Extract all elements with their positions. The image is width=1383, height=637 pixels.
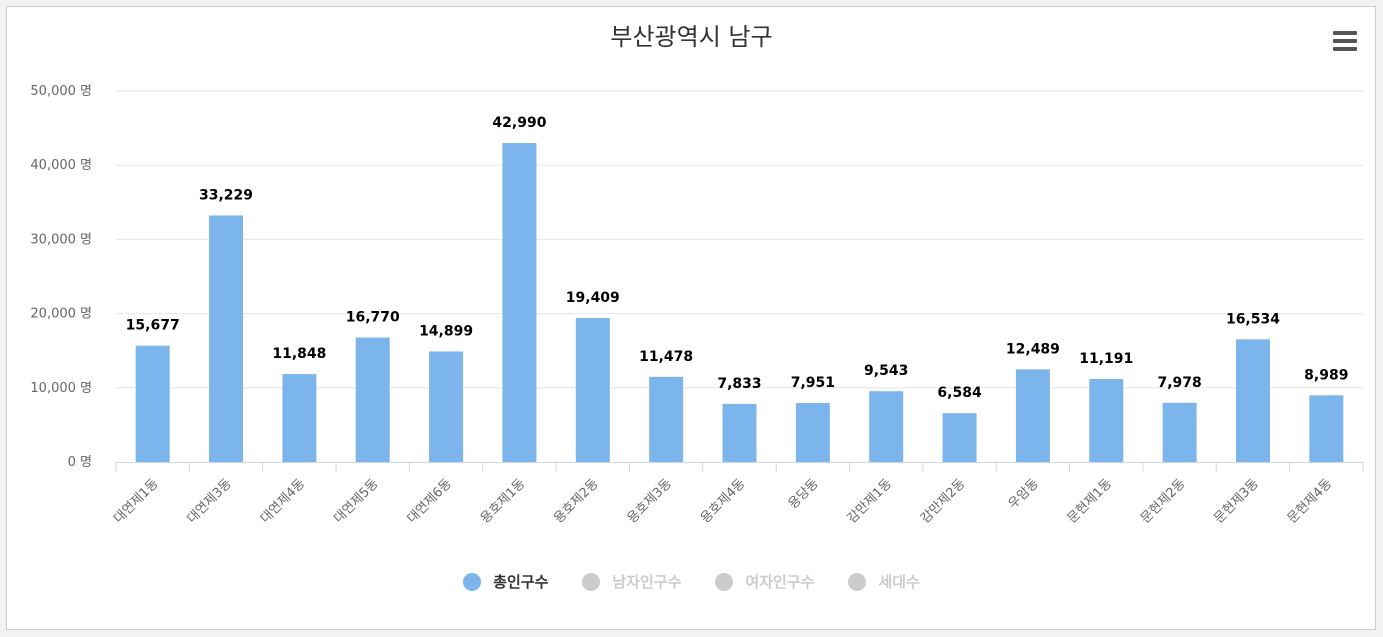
data-label: 12,489: [1006, 341, 1060, 357]
legend-dot-icon: [463, 572, 482, 591]
legend-item[interactable]: 여자인구수: [715, 571, 814, 592]
bar-대연제6동[interactable]: [429, 351, 464, 462]
x-tick-label: 문현제1동: [1065, 476, 1115, 526]
x-tick-label: 용호제1동: [478, 476, 528, 526]
x-tick-label: 대연제4동: [258, 476, 308, 526]
y-tick-label: 50,000 명: [30, 84, 92, 99]
data-label: 7,833: [717, 376, 761, 392]
data-label: 11,848: [272, 346, 326, 362]
data-label: 7,951: [791, 375, 835, 391]
hamburger-menu-icon[interactable]: [1333, 31, 1357, 51]
x-tick-label: 감만제1동: [845, 476, 895, 526]
x-tick-label: 대연제6동: [405, 476, 455, 526]
legend-item[interactable]: 남자인구수: [582, 571, 681, 592]
bar-감만제1동[interactable]: [869, 391, 904, 462]
x-tick-label: 용당동: [786, 476, 822, 512]
legend-item[interactable]: 총인구수: [463, 571, 548, 592]
bar-용호제2동[interactable]: [575, 317, 610, 462]
chart-title: 부산광역시 남구: [610, 23, 773, 51]
y-tick-label: 20,000 명: [30, 307, 92, 322]
data-label: 16,534: [1226, 311, 1280, 327]
data-label: 19,409: [566, 290, 620, 306]
bar-문현제1동[interactable]: [1089, 378, 1124, 462]
x-tick-label: 문현제2동: [1138, 476, 1188, 526]
y-tick-label: 40,000 명: [30, 158, 92, 173]
bar-대연제4동[interactable]: [282, 374, 317, 462]
legend-label: 총인구수: [493, 573, 549, 591]
bar-문현제4동[interactable]: [1309, 395, 1344, 462]
data-label: 8,989: [1304, 367, 1348, 383]
x-tick-label: 용호제3동: [625, 476, 675, 526]
x-tick-label: 우암동: [1006, 476, 1042, 512]
legend-item[interactable]: 세대수: [848, 571, 920, 592]
y-tick-label: 10,000 명: [30, 381, 92, 396]
legend-dot-icon: [848, 572, 867, 591]
legend-dot-icon: [715, 572, 734, 591]
bar-대연제5동[interactable]: [355, 337, 390, 462]
data-label: 33,229: [199, 187, 253, 203]
y-tick-label: 30,000 명: [30, 232, 92, 247]
bar-우암동[interactable]: [1015, 369, 1050, 462]
bar-문현제2동[interactable]: [1162, 402, 1197, 462]
bar-문현제3동[interactable]: [1235, 339, 1270, 462]
x-tick-label: 감만제2동: [918, 476, 968, 526]
data-label: 11,191: [1079, 351, 1133, 367]
data-label: 42,990: [492, 115, 546, 131]
x-tick-label: 문현제3동: [1212, 476, 1262, 526]
bar-용당동[interactable]: [795, 403, 830, 462]
data-label: 7,978: [1157, 375, 1201, 391]
chart-legend: 총인구수 남자인구수 여자인구수 세대수: [0, 571, 1383, 592]
legend-dot-icon: [582, 572, 601, 591]
data-label: 6,584: [937, 385, 982, 401]
x-tick-label: 용호제4동: [698, 476, 748, 526]
bar-대연제3동[interactable]: [209, 215, 244, 462]
x-tick-label: 대연제1동: [111, 476, 161, 526]
x-tick-label: 대연제3동: [185, 476, 235, 526]
data-label: 14,899: [419, 323, 473, 339]
data-label: 15,677: [126, 318, 180, 334]
bar-대연제1동[interactable]: [135, 345, 170, 462]
bar-용호제1동[interactable]: [502, 143, 537, 462]
x-tick-label: 문현제4동: [1285, 476, 1335, 526]
bar-감만제2동[interactable]: [942, 413, 977, 462]
x-tick-label: 대연제5동: [331, 476, 381, 526]
data-label: 16,770: [346, 310, 400, 326]
legend-label: 남자인구수: [612, 573, 682, 591]
y-tick-label: 0 명: [68, 455, 92, 470]
data-label: 9,543: [864, 363, 908, 379]
x-tick-label: 용호제2동: [551, 476, 601, 526]
bar-용호제3동[interactable]: [649, 376, 684, 462]
legend-label: 여자인구수: [745, 573, 815, 591]
data-label: 11,478: [639, 349, 693, 365]
bar-용호제4동[interactable]: [722, 403, 757, 462]
legend-label: 세대수: [878, 573, 920, 591]
